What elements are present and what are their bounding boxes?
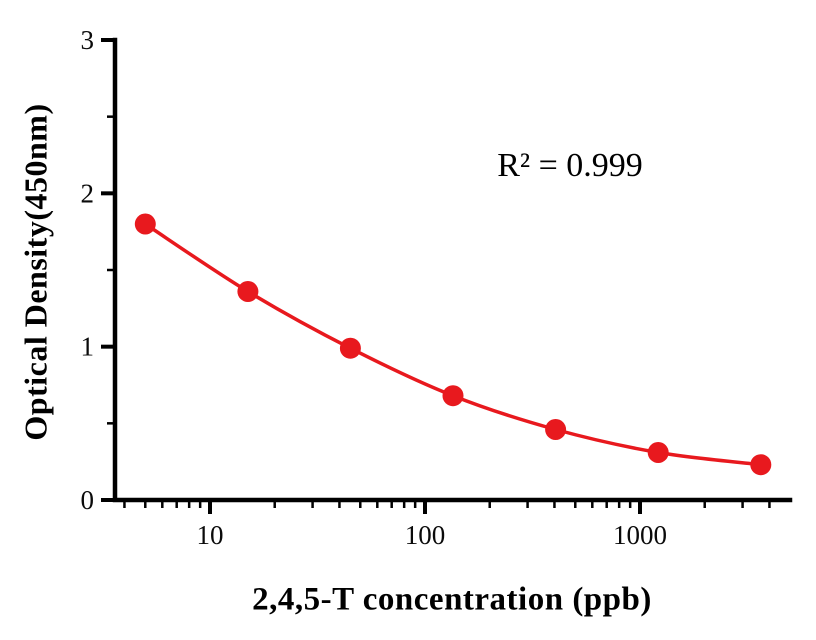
y-tick-label: 1 <box>81 332 95 362</box>
x-tick-label: 100 <box>405 520 446 550</box>
data-point <box>442 385 464 407</box>
data-point <box>237 281 259 302</box>
tick-labels: 0 1 2 3 10 100 1000 <box>81 25 668 550</box>
y-tick-label: 0 <box>81 485 95 515</box>
y-tick-label: 2 <box>81 178 95 208</box>
tick-marks <box>101 38 771 514</box>
y-axis-label: Optical Density(450nm) <box>17 103 54 441</box>
x-tick-label: 10 <box>197 520 224 550</box>
data-point <box>545 419 567 440</box>
data-point <box>339 337 361 359</box>
x-axis-label: 2,4,5-T concentration (ppb) <box>252 581 652 618</box>
y-tick-label: 3 <box>81 25 95 55</box>
data-point <box>750 454 772 476</box>
fit-curve <box>143 222 763 467</box>
data-point <box>647 442 669 463</box>
data-series <box>134 213 772 476</box>
x-tick-label: 1000 <box>613 520 667 550</box>
r-squared-annotation: R² = 0.999 <box>497 147 643 184</box>
data-point <box>134 213 156 235</box>
